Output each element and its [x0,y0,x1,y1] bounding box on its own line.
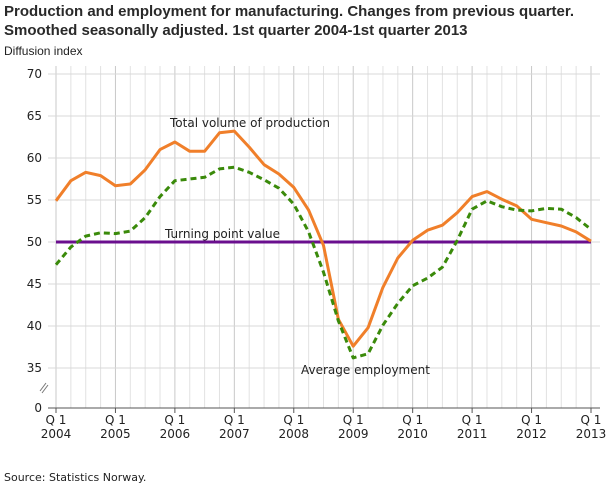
employment-line [54,165,592,360]
x-tick-quarter: Q 1 [283,413,304,427]
x-tick-year: 2007 [219,427,250,441]
y-tick-label: 50 [27,235,42,249]
chart-header: Production and employment for manufactur… [4,2,604,58]
y-tick-label: 55 [27,193,42,207]
y-tick-label: 40 [27,319,42,333]
series-label-employment: Average employment [301,363,430,377]
x-tick-quarter: Q 1 [46,413,67,427]
x-tick-year: 2010 [397,427,428,441]
y-tick-label: 45 [27,277,42,291]
x-tick-quarter: Q 1 [164,413,185,427]
y-tick-label: 35 [27,361,42,375]
x-tick-year: 2004 [41,427,72,441]
x-tick-year: 2011 [457,427,488,441]
source-note: Source: Statistics Norway. [4,471,147,484]
production-line [54,129,592,348]
x-tick-quarter: Q 1 [343,413,364,427]
axis-break-mark [39,382,49,394]
y-tick-label: 0 [34,401,42,415]
x-tick-year: 2009 [338,427,369,441]
x-tick-year: 2006 [160,427,191,441]
x-tick-year: 2008 [279,427,310,441]
y-axis-label: Diffusion index [4,44,83,58]
x-tick-quarter: Q 1 [462,413,483,427]
y-tick-label: 60 [27,151,42,165]
x-tick-quarter: Q 1 [581,413,602,427]
x-tick-quarter: Q 1 [224,413,245,427]
x-tick-quarter: Q 1 [402,413,423,427]
x-tick-year: 2012 [516,427,547,441]
series-label-turning-point: Turning point value [164,227,280,241]
x-tick-quarter: Q 1 [521,413,542,427]
y-tick-label: 70 [27,67,42,81]
chart-title: Production and employment for manufactur… [4,3,575,39]
series-label-production: Total volume of production [169,116,330,130]
x-tick-year: 2013 [576,427,607,441]
y-tick-label: 65 [27,109,42,123]
x-tick-year: 2005 [100,427,131,441]
x-tick-quarter: Q 1 [105,413,126,427]
